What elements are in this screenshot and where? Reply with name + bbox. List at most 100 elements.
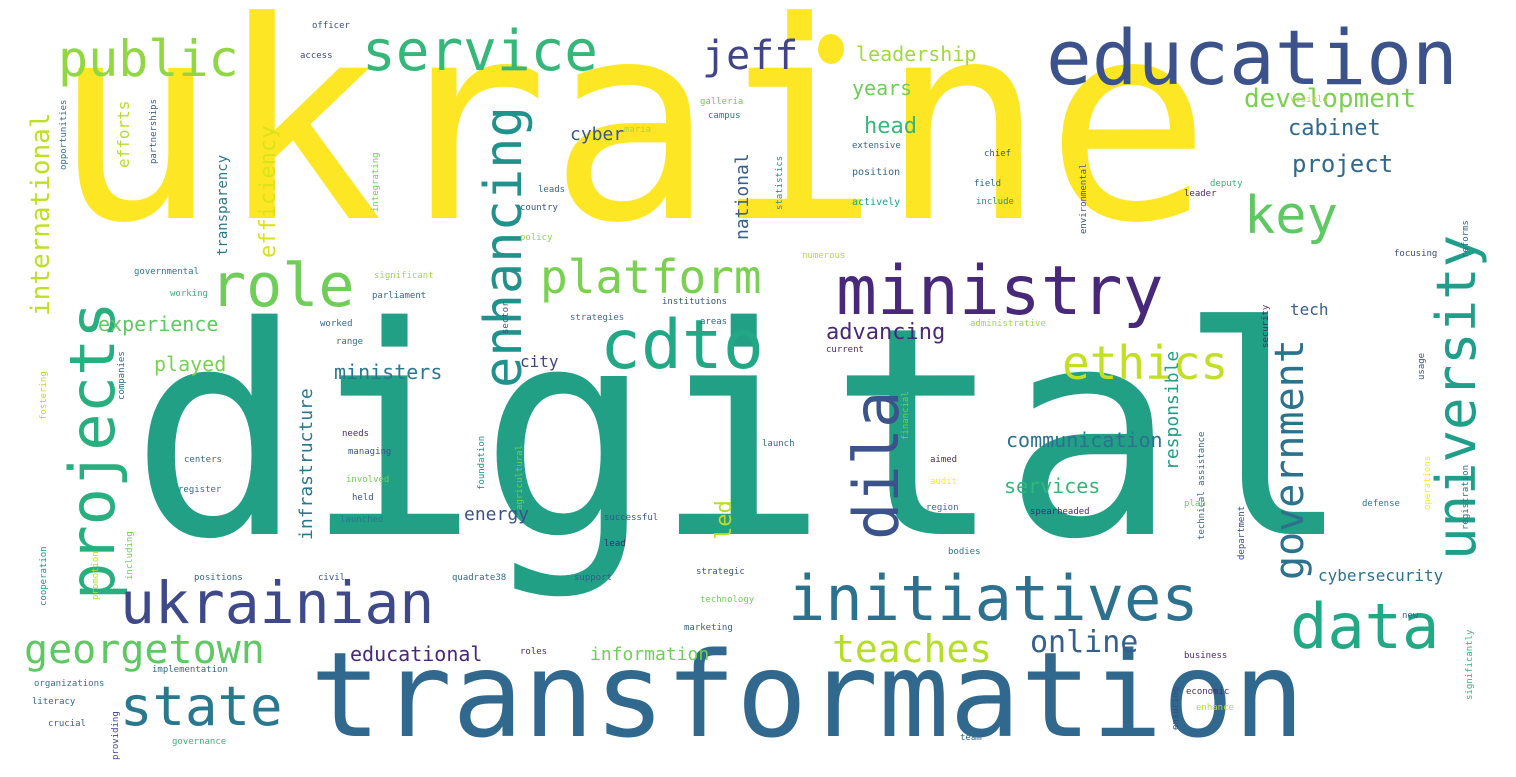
word-managing: managing xyxy=(348,447,392,457)
word-roles: roles xyxy=(520,647,548,657)
word-fostering: fostering xyxy=(39,371,49,420)
word-efficiency: efficiency xyxy=(256,125,281,258)
word-international: international xyxy=(26,112,56,317)
word-cooperation: cooperation xyxy=(39,546,49,606)
word-position: position xyxy=(852,167,901,178)
word-register: register xyxy=(178,485,222,495)
word-agricultural: agricultural xyxy=(515,444,525,510)
word-chief: chief xyxy=(984,149,1012,159)
word-support: support xyxy=(574,573,612,583)
word-focusing: focusing xyxy=(1394,249,1438,259)
word-bodies: bodies xyxy=(948,547,981,557)
word-cybersecurity: cybersecurity xyxy=(1318,566,1444,585)
word-partnerships: partnerships xyxy=(149,98,159,164)
word-team: team xyxy=(960,733,982,743)
word-region: region xyxy=(926,503,959,513)
word-numerous: numerous xyxy=(802,251,846,261)
word-galleria: galleria xyxy=(700,97,744,107)
word-organizations: organizations xyxy=(34,679,105,689)
word-literacy: literacy xyxy=(32,697,76,707)
word-sector: sector xyxy=(501,301,511,334)
word-significantly: significantly xyxy=(1465,629,1475,700)
word-platform: platform xyxy=(540,250,762,304)
word-working: working xyxy=(170,289,208,299)
word-technical-assistance: technical assistance xyxy=(1197,431,1207,540)
word-led: led xyxy=(712,500,737,540)
word-including: including xyxy=(125,531,135,580)
word-educational: educational xyxy=(350,642,483,666)
word-infrastructure: infrastructure xyxy=(296,388,317,540)
word-deputy: deputy xyxy=(1210,179,1243,189)
word-positions: positions xyxy=(194,573,243,583)
word-enhance: enhance xyxy=(1196,703,1234,713)
word-needs: needs xyxy=(342,429,370,439)
word-leads: leads xyxy=(538,185,566,195)
word-economic: economic xyxy=(1186,687,1230,697)
word-leadership: leadership xyxy=(856,42,977,66)
word-environmental: environmental xyxy=(1079,163,1089,234)
word-civil: civil xyxy=(318,573,346,583)
word-current: current xyxy=(826,345,864,355)
word-ethics: ethics xyxy=(1062,336,1229,390)
word-online: online xyxy=(1030,625,1139,660)
word-state: state xyxy=(120,675,283,738)
word-ukrainian: ukrainian xyxy=(120,569,435,637)
word-ukraine: ukraine xyxy=(52,0,1211,283)
word-ministers: ministers xyxy=(334,360,443,384)
word-include: include xyxy=(976,197,1014,207)
word-key: key xyxy=(1244,186,1338,246)
word-implementation: implementation xyxy=(152,665,228,675)
word-administrative: administrative xyxy=(970,319,1046,329)
word-country: country xyxy=(520,203,558,213)
word-plan: plan xyxy=(1184,499,1206,509)
word-communication: communication xyxy=(1006,428,1163,452)
word-responsible: responsible xyxy=(1162,350,1183,470)
word-policy: policy xyxy=(520,233,553,243)
word-head: head xyxy=(864,114,917,139)
word-visible: visible xyxy=(1290,95,1328,105)
word-services: services xyxy=(1004,474,1101,498)
word-maria: maria xyxy=(624,125,652,135)
word-university: university xyxy=(1425,234,1488,560)
word-transparency: transparency xyxy=(215,154,231,256)
word-worked: worked xyxy=(320,319,353,329)
word-extensive: extensive xyxy=(852,141,901,151)
word-range: range xyxy=(336,337,364,347)
word-strategic: strategic xyxy=(696,567,745,577)
word-enhancing: enhancing xyxy=(474,106,534,388)
word-efforts: efforts xyxy=(114,100,133,168)
word-advancing: advancing xyxy=(826,320,946,345)
word-centers: centers xyxy=(184,455,222,465)
word-successful: successful xyxy=(604,513,659,523)
word-cabinet: cabinet xyxy=(1288,116,1381,141)
word-government: government xyxy=(1267,339,1313,580)
word-defense: defense xyxy=(1362,499,1400,509)
word-project: project xyxy=(1292,150,1394,178)
word-aimed: aimed xyxy=(930,455,958,465)
word-significant: significant xyxy=(374,271,434,281)
word-quadrate38: quadrate38 xyxy=(452,573,507,583)
word-leader: leader xyxy=(1184,189,1217,199)
word-operations: operations xyxy=(1423,455,1433,510)
word-launched: launched xyxy=(340,515,384,525)
word-education: education xyxy=(1046,13,1458,102)
word-data: data xyxy=(1290,590,1440,663)
word-institutions: institutions xyxy=(662,297,728,307)
word-opportunities: opportunities xyxy=(59,99,69,170)
word-governmental: governmental xyxy=(134,267,200,277)
word-played: played xyxy=(154,352,227,376)
word-companies: companies xyxy=(117,351,127,400)
word-digital: digital xyxy=(130,266,1353,603)
word-ministry: ministry xyxy=(836,252,1164,331)
word-lead: lead xyxy=(604,539,626,549)
word-teaches: teaches xyxy=(832,627,993,671)
word-governance: governance xyxy=(172,737,227,747)
word-department: department xyxy=(1237,505,1247,560)
word-spearheaded: spearheaded xyxy=(1030,507,1090,517)
word-providing: providing xyxy=(111,711,121,760)
word-usage: usage xyxy=(1417,352,1427,380)
word-experience: experience xyxy=(98,312,219,336)
word-energy: energy xyxy=(464,504,530,525)
word-tech: tech xyxy=(1290,300,1329,319)
